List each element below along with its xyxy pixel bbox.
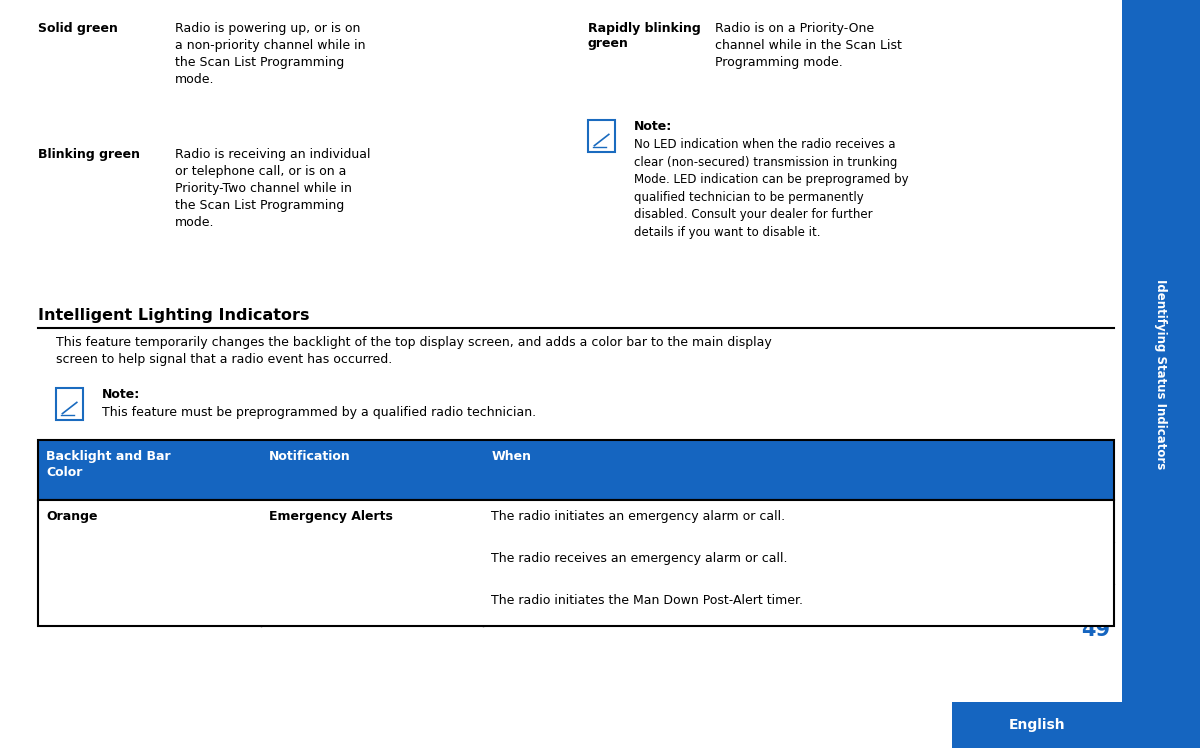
- Text: Solid green: Solid green: [38, 22, 118, 35]
- Text: Identifying Status Indicators: Identifying Status Indicators: [1154, 279, 1168, 469]
- Text: Radio is powering up, or is on
a non-priority channel while in
the Scan List Pro: Radio is powering up, or is on a non-pri…: [175, 22, 366, 86]
- Text: Notification: Notification: [269, 450, 350, 463]
- Text: Backlight and Bar
Color: Backlight and Bar Color: [46, 450, 170, 479]
- Text: The radio receives an emergency alarm or call.: The radio receives an emergency alarm or…: [492, 552, 788, 565]
- FancyBboxPatch shape: [56, 388, 83, 420]
- Text: Orange: Orange: [46, 510, 97, 523]
- Text: This feature temporarily changes the backlight of the top display screen, and ad: This feature temporarily changes the bac…: [56, 336, 772, 366]
- Text: Radio is on a Priority-One
channel while in the Scan List
Programming mode.: Radio is on a Priority-One channel while…: [715, 22, 902, 69]
- Bar: [38, 500, 1114, 626]
- Text: Rapidly blinking
green: Rapidly blinking green: [588, 22, 701, 50]
- Text: English: English: [1009, 718, 1066, 732]
- Text: Emergency Alerts: Emergency Alerts: [269, 510, 392, 523]
- Text: 49: 49: [1081, 620, 1110, 640]
- Text: The radio initiates an emergency alarm or call.: The radio initiates an emergency alarm o…: [492, 510, 786, 523]
- Text: Radio is receiving an individual
or telephone call, or is on a
Priority-Two chan: Radio is receiving an individual or tele…: [175, 148, 371, 229]
- Bar: [1122, 0, 1200, 748]
- Text: Intelligent Lighting Indicators: Intelligent Lighting Indicators: [38, 308, 310, 323]
- Text: The radio initiates the Man Down Post-Alert timer.: The radio initiates the Man Down Post-Al…: [492, 594, 804, 607]
- Text: No LED indication when the radio receives a
clear (non-secured) transmission in : No LED indication when the radio receive…: [634, 138, 908, 239]
- Text: Note:: Note:: [102, 388, 140, 401]
- Bar: [38, 440, 1114, 500]
- Text: This feature must be preprogrammed by a qualified radio technician.: This feature must be preprogrammed by a …: [102, 406, 536, 419]
- Text: Note:: Note:: [634, 120, 672, 133]
- Bar: [952, 702, 1122, 748]
- Text: When: When: [492, 450, 532, 463]
- Text: Blinking green: Blinking green: [38, 148, 140, 161]
- FancyBboxPatch shape: [588, 120, 616, 152]
